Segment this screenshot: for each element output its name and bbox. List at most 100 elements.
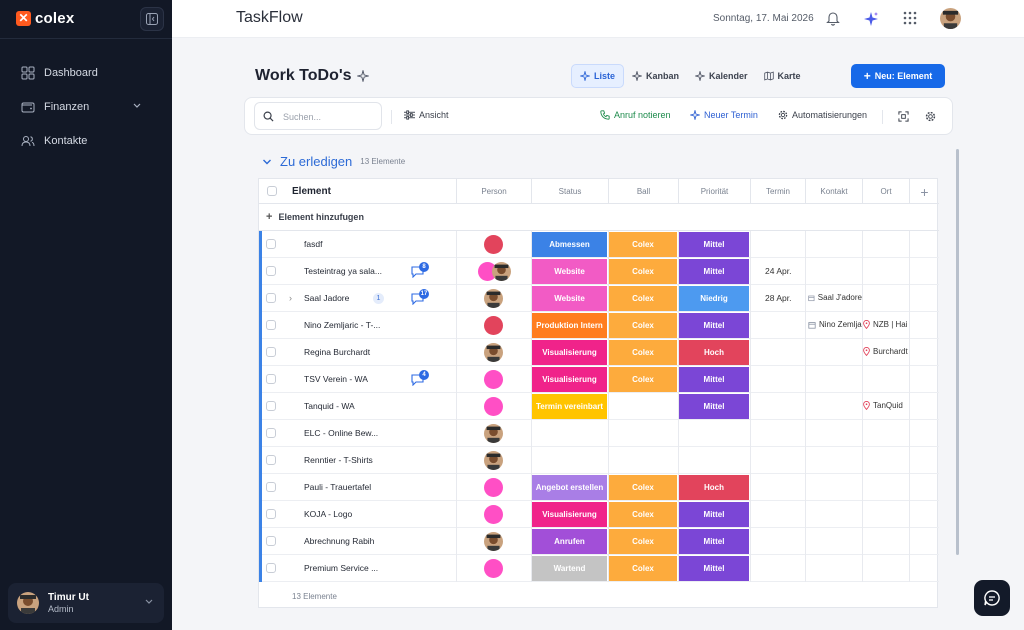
table-cell[interactable] bbox=[909, 231, 939, 258]
table-cell[interactable] bbox=[456, 501, 531, 528]
row-checkbox[interactable] bbox=[266, 536, 276, 546]
table-cell[interactable] bbox=[862, 447, 909, 474]
table-cell[interactable] bbox=[531, 231, 608, 258]
sidebar-item-dashboard[interactable]: Dashboard bbox=[0, 56, 172, 90]
contact-link[interactable]: Nino Zemlja bbox=[808, 320, 862, 329]
table-cell[interactable] bbox=[805, 501, 862, 528]
table-cell[interactable] bbox=[805, 312, 862, 339]
column-header-priority[interactable]: Priorität bbox=[678, 179, 750, 204]
table-cell[interactable] bbox=[678, 393, 750, 420]
chat-button[interactable] bbox=[974, 580, 1010, 616]
table-row[interactable]: KOJA - Logo Visualisierung Colex Mittel bbox=[259, 501, 939, 528]
item-name[interactable]: Saal Jadore bbox=[304, 293, 350, 303]
ai-sparkle-icon[interactable] bbox=[863, 11, 879, 27]
ball-pill[interactable]: Colex bbox=[609, 340, 677, 365]
table-cell[interactable] bbox=[805, 393, 862, 420]
table-row[interactable]: fasdf Abmessen Colex Mittel bbox=[259, 231, 939, 258]
table-cell[interactable] bbox=[678, 231, 750, 258]
table-row[interactable]: Renntier - T-Shirts bbox=[259, 447, 939, 474]
table-cell[interactable] bbox=[608, 555, 678, 582]
item-name[interactable]: Tanquid - WA bbox=[304, 401, 355, 411]
row-checkbox[interactable] bbox=[266, 293, 276, 303]
priority-pill[interactable]: Mittel bbox=[679, 502, 749, 527]
person-avatar[interactable] bbox=[484, 478, 503, 497]
table-cell[interactable] bbox=[805, 420, 862, 447]
status-pill[interactable]: Website bbox=[532, 286, 607, 311]
table-cell[interactable] bbox=[456, 231, 531, 258]
row-checkbox[interactable] bbox=[266, 455, 276, 465]
ball-pill[interactable]: Colex bbox=[609, 313, 677, 338]
search-input[interactable] bbox=[283, 109, 377, 124]
priority-pill[interactable]: Niedrig bbox=[679, 286, 749, 311]
row-checkbox[interactable] bbox=[266, 428, 276, 438]
comments-button[interactable]: 8 bbox=[411, 262, 429, 279]
table-cell[interactable] bbox=[862, 501, 909, 528]
table-cell[interactable] bbox=[531, 366, 608, 393]
person-avatar[interactable] bbox=[484, 370, 503, 389]
table-cell[interactable] bbox=[909, 447, 939, 474]
table-cell[interactable] bbox=[608, 312, 678, 339]
row-checkbox[interactable] bbox=[266, 266, 276, 276]
row-checkbox[interactable] bbox=[266, 347, 276, 357]
table-cell[interactable] bbox=[862, 555, 909, 582]
add-column-button[interactable]: + bbox=[909, 179, 939, 204]
table-cell[interactable] bbox=[678, 501, 750, 528]
location-link[interactable]: Burchardt bbox=[863, 347, 909, 356]
table-cell[interactable] bbox=[608, 528, 678, 555]
item-name[interactable]: KOJA - Logo bbox=[304, 509, 353, 519]
table-cell[interactable] bbox=[678, 474, 750, 501]
apps-grid-icon[interactable] bbox=[903, 11, 917, 25]
row-checkbox[interactable] bbox=[266, 563, 276, 573]
status-pill[interactable]: Produktion Intern bbox=[532, 313, 607, 338]
table-row[interactable]: Testeintrag ya sala... 8 Website Colex Mitte… bbox=[259, 258, 939, 285]
table-cell[interactable] bbox=[608, 366, 678, 393]
status-pill[interactable]: Wartend bbox=[532, 556, 607, 581]
table-cell[interactable] bbox=[909, 420, 939, 447]
row-checkbox[interactable] bbox=[266, 320, 276, 330]
table-cell[interactable] bbox=[531, 339, 608, 366]
table-cell[interactable] bbox=[909, 528, 939, 555]
priority-pill[interactable]: Mittel bbox=[679, 394, 749, 419]
table-cell[interactable] bbox=[608, 285, 678, 312]
comments-button[interactable]: 4 bbox=[411, 370, 429, 387]
table-row[interactable]: TSV Verein - WA 4 Visualisierung Colex Mitte… bbox=[259, 366, 939, 393]
person-avatar[interactable] bbox=[484, 532, 503, 551]
group-header[interactable]: Zu erledigen 13 Elemente bbox=[262, 154, 405, 169]
table-cell[interactable] bbox=[678, 447, 750, 474]
table-cell[interactable] bbox=[862, 528, 909, 555]
row-checkbox[interactable] bbox=[266, 482, 276, 492]
priority-pill[interactable]: Mittel bbox=[679, 367, 749, 392]
table-cell[interactable] bbox=[750, 393, 805, 420]
item-name[interactable]: Pauli - Trauertafel bbox=[304, 482, 372, 492]
table-cell[interactable] bbox=[909, 258, 939, 285]
add-element-row[interactable]: + Element hinzufugen bbox=[259, 204, 939, 231]
table-cell[interactable] bbox=[909, 555, 939, 582]
scan-icon[interactable] bbox=[898, 111, 909, 122]
table-cell[interactable] bbox=[862, 420, 909, 447]
table-cell[interactable] bbox=[750, 474, 805, 501]
table-cell[interactable] bbox=[531, 285, 608, 312]
table-cell[interactable] bbox=[805, 528, 862, 555]
tab-karte[interactable]: Karte bbox=[756, 64, 809, 88]
person-avatar[interactable] bbox=[484, 235, 503, 254]
table-cell[interactable] bbox=[456, 420, 531, 447]
item-name[interactable]: Renntier - T-Shirts bbox=[304, 455, 373, 465]
termin-date[interactable]: 28 Apr. bbox=[765, 293, 792, 303]
ball-pill[interactable]: Colex bbox=[609, 259, 677, 284]
collapse-sidebar-button[interactable] bbox=[140, 7, 164, 31]
table-cell[interactable] bbox=[456, 258, 531, 285]
priority-pill[interactable]: Mittel bbox=[679, 313, 749, 338]
table-cell[interactable] bbox=[750, 258, 805, 285]
table-cell[interactable] bbox=[750, 339, 805, 366]
table-cell[interactable] bbox=[456, 366, 531, 393]
status-pill[interactable]: Visualisierung bbox=[532, 340, 607, 365]
column-header-ort[interactable]: Ort bbox=[862, 179, 909, 204]
row-checkbox[interactable] bbox=[266, 509, 276, 519]
new-element-button[interactable]: + Neu: Element bbox=[851, 64, 945, 88]
item-name[interactable]: fasdf bbox=[304, 239, 323, 249]
table-cell[interactable] bbox=[456, 285, 531, 312]
item-name[interactable]: Regina Burchardt bbox=[304, 347, 371, 357]
tab-kanban[interactable]: Kanban bbox=[624, 64, 687, 88]
priority-pill[interactable]: Mittel bbox=[679, 529, 749, 554]
settings-icon[interactable] bbox=[925, 111, 936, 122]
